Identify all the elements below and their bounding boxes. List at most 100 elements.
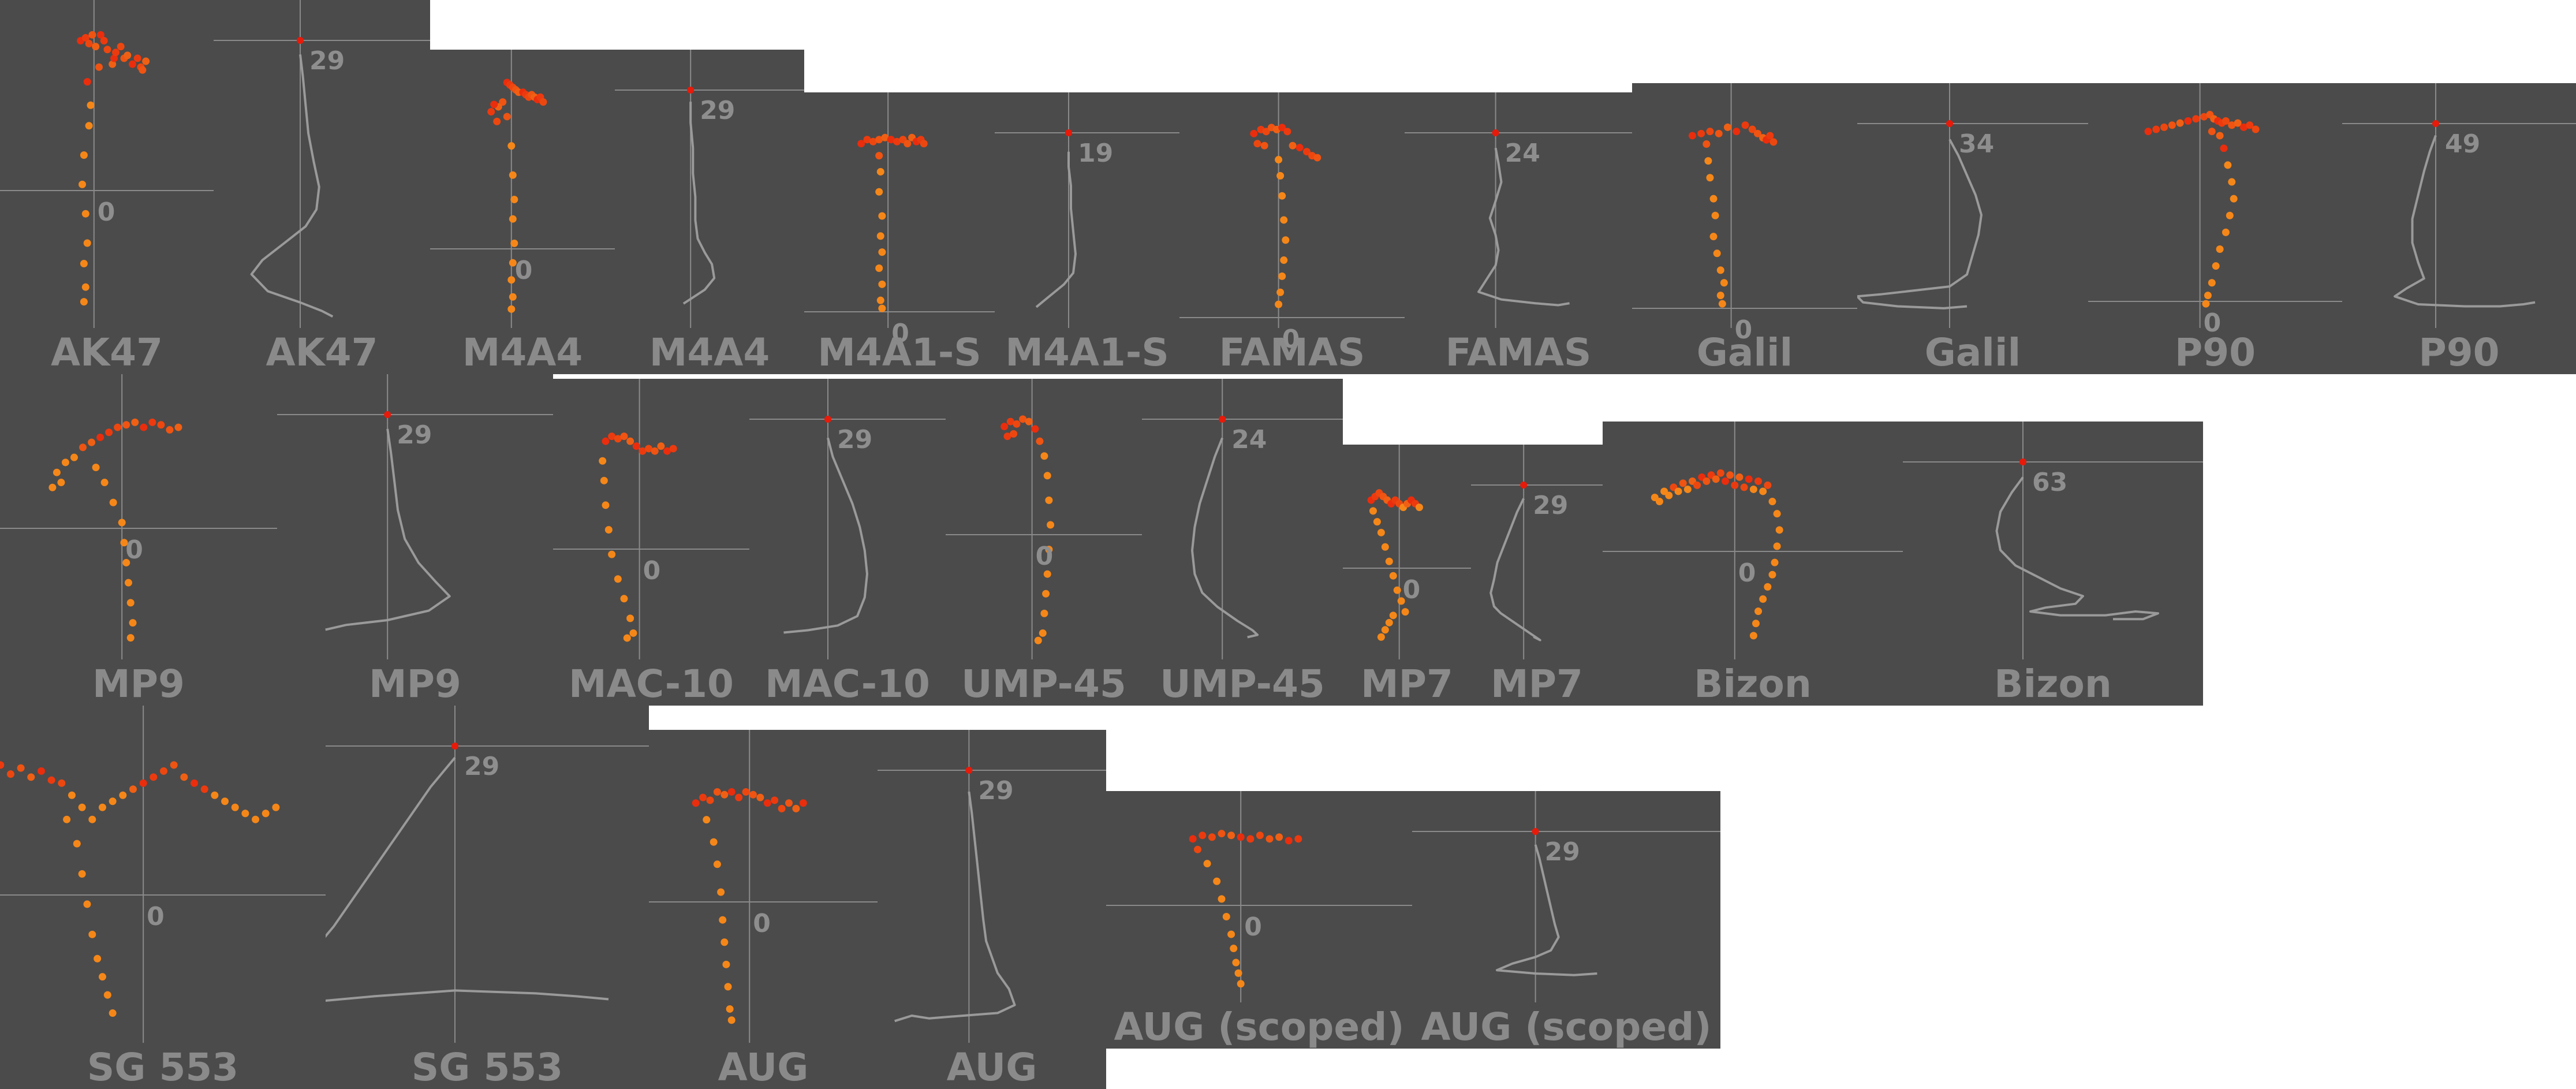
- spray-shot: [1759, 595, 1767, 603]
- recoil-trace-path: [1857, 139, 1983, 309]
- spray-shot: [657, 442, 665, 450]
- spray-shot: [88, 815, 96, 823]
- zero-label: 0: [1035, 542, 1054, 571]
- spray-shot: [1256, 831, 1264, 840]
- spray-shot: [1415, 504, 1423, 512]
- trace-origin-dot: [687, 87, 695, 94]
- spray-shot: [692, 799, 700, 807]
- spray-shot: [599, 457, 607, 465]
- spray-shot: [88, 31, 96, 39]
- spray-shot: [83, 900, 91, 908]
- trace-peak-label: 24: [1231, 425, 1267, 454]
- weapon-title: FAMAS: [1445, 330, 1592, 374]
- trace-svg: [995, 92, 1179, 328]
- spray-shot: [509, 259, 517, 267]
- spray-shot: [1227, 930, 1235, 938]
- weapon-title: UMP-45: [961, 662, 1126, 706]
- trace-peak-label: 34: [1959, 129, 1995, 159]
- weapon-title: MP7: [1361, 662, 1453, 706]
- spray-shot: [645, 445, 653, 453]
- recoil-trace-famas: 24 FAMAS: [1405, 92, 1632, 374]
- spray-shot: [2168, 121, 2176, 129]
- spray-shot: [1230, 945, 1238, 953]
- weapon-title: MP7: [1491, 662, 1583, 706]
- spray-shot: [756, 793, 764, 801]
- spray-shot: [1381, 543, 1389, 551]
- spray-shot: [507, 276, 516, 284]
- spray-shot: [2208, 128, 2216, 136]
- spray-svg: [649, 730, 878, 1043]
- trace-svg: [878, 730, 1106, 1043]
- spray-shot: [58, 779, 66, 787]
- recoil-trace-path: [1995, 476, 2159, 621]
- spray-shot: [1711, 211, 1719, 219]
- trace-peak-label: 29: [978, 776, 1014, 805]
- spray-svg: [553, 379, 749, 659]
- spray-shot: [1377, 633, 1385, 641]
- spray-shot: [1193, 845, 1201, 853]
- spray-shot: [1289, 141, 1297, 150]
- recoil-trace-sg-553: 29 SG 553: [326, 706, 649, 1089]
- spray-pattern-mp7: 0 MP7: [1343, 445, 1471, 706]
- spray-shot: [614, 435, 622, 443]
- spray-shot: [1276, 288, 1285, 296]
- spray-shot: [1227, 831, 1235, 840]
- spray-svg: [1106, 791, 1412, 1002]
- spray-shot: [174, 423, 182, 431]
- spray-shot: [231, 803, 239, 811]
- recoil-trace-mp9: 29 MP9: [277, 374, 553, 706]
- panel-aug: 0 AUG 29 AUG: [649, 730, 1106, 1089]
- spray-shot: [720, 938, 729, 946]
- spray-shot: [1706, 128, 1714, 136]
- spray-shot: [122, 421, 130, 429]
- spray-shot: [878, 280, 886, 288]
- spray-shot: [1759, 487, 1767, 495]
- trace-origin-dot: [965, 767, 973, 774]
- spray-shot: [1720, 279, 1728, 287]
- spray-shot: [1278, 192, 1286, 200]
- zero-label: 0: [514, 256, 533, 285]
- spray-shot: [2246, 121, 2254, 129]
- spray-shot: [2226, 211, 2234, 219]
- spray-shot: [1716, 292, 1724, 300]
- spray-shot: [1047, 521, 1055, 529]
- spray-shot: [1697, 129, 1705, 137]
- spray-shot: [80, 151, 88, 159]
- spray-shot: [1722, 477, 1730, 485]
- spray-shot: [1003, 432, 1011, 441]
- recoil-trace-aug-scoped: 29 AUG (scoped): [1412, 791, 1720, 1049]
- spray-shot: [651, 447, 659, 455]
- spray-shot: [85, 40, 93, 48]
- zero-label: 0: [147, 902, 165, 931]
- zero-label: 0: [891, 319, 909, 348]
- spray-shot: [61, 458, 69, 467]
- recoil-trace-ump-45: 24 UMP-45: [1142, 379, 1343, 706]
- spray-shot: [507, 305, 516, 313]
- spray-pattern-bizon: 0 Bizon: [1603, 422, 1903, 706]
- spray-shot: [1754, 477, 1763, 485]
- spray-shot: [83, 78, 91, 86]
- spray-shot: [148, 418, 156, 426]
- weapon-title: AUG: [718, 1045, 809, 1089]
- spray-shot: [111, 49, 120, 57]
- spray-shot: [920, 140, 928, 148]
- spray-pattern-mp9: 0 MP9: [0, 374, 277, 706]
- spray-shot: [1313, 154, 1321, 162]
- spray-shot: [510, 239, 518, 247]
- spray-shot: [735, 793, 743, 801]
- spray-shot: [1006, 417, 1014, 426]
- spray-shot: [1752, 620, 1760, 628]
- spray-shot: [2208, 279, 2216, 287]
- spray-shot: [119, 791, 127, 799]
- spray-svg: [430, 50, 615, 328]
- spray-shot: [1712, 475, 1720, 483]
- spray-shot: [1203, 860, 1211, 868]
- weapon-title: Galil: [1924, 330, 2021, 374]
- recoil-trace-bizon: 63 Bizon: [1903, 422, 2203, 706]
- spray-shot: [96, 31, 104, 39]
- trace-origin-dot: [824, 416, 831, 423]
- trace-svg: [277, 374, 553, 659]
- spray-shot: [875, 152, 883, 160]
- spray-shot: [2160, 123, 2168, 131]
- spray-shot: [133, 54, 141, 62]
